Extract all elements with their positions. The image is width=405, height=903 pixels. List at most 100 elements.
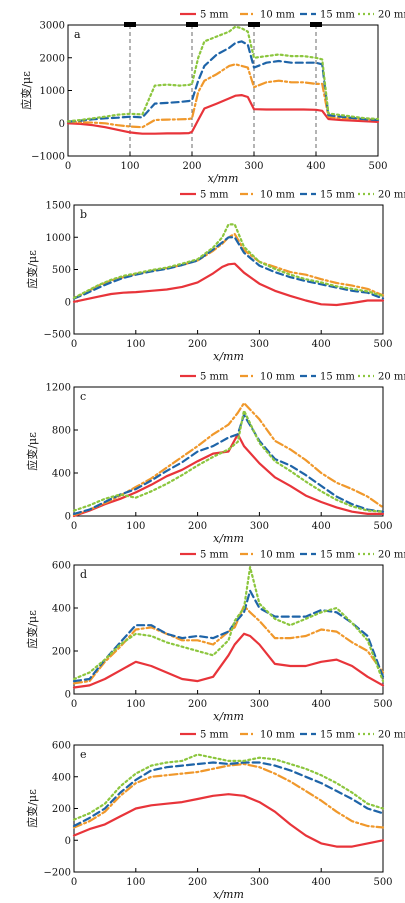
legend-label: 20 mm xyxy=(378,190,405,201)
x-tick-label: 200 xyxy=(182,161,201,172)
load-marker-300 xyxy=(248,22,260,27)
legend: 5 mm 10 mm 15 mm 20 mm xyxy=(180,730,405,741)
load-marker-200 xyxy=(186,22,198,27)
series-line-10mm xyxy=(66,63,380,129)
x-tick-label: 0 xyxy=(71,339,77,350)
y-tick-label: 600 xyxy=(52,561,71,572)
series-line-15mm xyxy=(66,40,380,123)
x-tick-label: 300 xyxy=(250,877,269,888)
panel-c: 0 100 200 300 400 500 0 400 800 1200 x/mm 应变/με c 5 m… xyxy=(25,372,405,546)
x-tick-label: 400 xyxy=(306,161,325,172)
legend-label: 10 mm xyxy=(260,190,295,201)
series-line-20mm xyxy=(66,25,380,123)
x-tick-label: 300 xyxy=(250,521,269,532)
legend-label: 5 mm xyxy=(200,372,229,383)
panel-label: d xyxy=(80,568,87,581)
x-tick-label: 300 xyxy=(250,339,269,350)
legend-label: 10 mm xyxy=(260,10,295,21)
y-tick-label: 200 xyxy=(52,804,71,815)
series-line-20mm xyxy=(72,565,385,683)
x-tick-label: 400 xyxy=(312,339,331,350)
y-tick-label: 500 xyxy=(52,265,71,276)
x-tick-label: 100 xyxy=(126,339,145,350)
legend-label: 20 mm xyxy=(378,550,405,561)
x-tick-label: 300 xyxy=(244,161,263,172)
series-line-10mm xyxy=(72,762,385,829)
x-axis-label: x/mm xyxy=(213,532,244,545)
x-tick-label: 500 xyxy=(373,521,392,532)
legend-label: 20 mm xyxy=(378,730,405,741)
legend-label: 20 mm xyxy=(378,372,405,383)
legend-label: 5 mm xyxy=(200,550,229,561)
plot-frame xyxy=(73,744,384,873)
y-axis-label: 应变/με xyxy=(25,250,39,289)
x-tick-label: 100 xyxy=(126,877,145,888)
series-line-20mm xyxy=(72,753,385,821)
series-line-5mm xyxy=(72,632,385,689)
y-axis-label: 应变/με xyxy=(19,71,33,110)
panel-a: 0 100 200 300 400 500−10000100020003000x/mm应变… xyxy=(19,10,405,186)
legend-label: 15 mm xyxy=(320,372,355,383)
y-tick-label: 1000 xyxy=(40,86,65,97)
x-tick-label: 100 xyxy=(120,161,139,172)
y-tick-label: −1000 xyxy=(31,152,65,163)
x-tick-label: 500 xyxy=(368,161,387,172)
x-axis-label: x/mm xyxy=(213,710,244,723)
x-tick-label: 100 xyxy=(126,699,145,710)
legend-label: 10 mm xyxy=(260,372,295,383)
x-tick-label: 100 xyxy=(126,521,145,532)
x-tick-label: 500 xyxy=(373,339,392,350)
y-tick-label: 1000 xyxy=(46,233,71,244)
x-tick-label: 200 xyxy=(188,521,207,532)
x-tick-label: 200 xyxy=(188,877,207,888)
x-axis-label: x/mm xyxy=(213,888,244,901)
series-line-20mm xyxy=(72,409,385,513)
x-tick-label: 400 xyxy=(312,521,331,532)
y-axis-label: 应变/με xyxy=(25,789,39,828)
series-line-15mm xyxy=(72,413,385,516)
x-tick-label: 200 xyxy=(188,699,207,710)
panel-label: c xyxy=(80,390,86,403)
x-tick-label: 400 xyxy=(312,877,331,888)
panel-label: a xyxy=(74,28,81,41)
x-tick-label: 300 xyxy=(250,699,269,710)
series-line-5mm xyxy=(72,262,385,307)
y-tick-label: 0 xyxy=(65,512,71,523)
legend-label: 10 mm xyxy=(260,550,295,561)
y-tick-label: 3000 xyxy=(40,21,65,32)
series-line-15mm xyxy=(72,236,385,300)
load-marker-400 xyxy=(310,22,322,27)
y-tick-label: 0 xyxy=(65,297,71,308)
x-tick-label: 500 xyxy=(373,699,392,710)
x-axis-label: x/mm xyxy=(213,350,244,363)
legend: 5 mm 10 mm 15 mm 20 mm xyxy=(180,10,405,21)
series-line-20mm xyxy=(72,223,385,299)
series-line-5mm xyxy=(66,93,380,135)
y-tick-label: 600 xyxy=(52,741,71,752)
series-line-10mm xyxy=(72,604,385,685)
legend: 5 mm 10 mm 15 mm 20 mm xyxy=(180,372,405,383)
y-axis-label: 应变/με xyxy=(25,610,39,649)
y-axis-label: 应变/με xyxy=(25,432,39,471)
legend: 5 mm 10 mm 15 mm 20 mm xyxy=(180,190,405,201)
legend-label: 5 mm xyxy=(200,10,229,21)
y-tick-label: 400 xyxy=(52,604,71,615)
legend-label: 10 mm xyxy=(260,730,295,741)
series-line-15mm xyxy=(72,761,385,828)
x-tick-label: 200 xyxy=(188,339,207,350)
legend: 5 mm 10 mm 15 mm 20 mm xyxy=(180,550,405,561)
y-tick-label: 0 xyxy=(59,119,65,130)
y-tick-label: 2000 xyxy=(40,53,65,64)
y-tick-label: 0 xyxy=(65,836,71,847)
x-tick-label: 400 xyxy=(312,699,331,710)
legend-label: 15 mm xyxy=(320,190,355,201)
y-tick-label: 800 xyxy=(52,426,71,437)
y-tick-label: 1200 xyxy=(46,383,71,394)
x-tick-label: 0 xyxy=(71,521,77,532)
y-tick-label: 400 xyxy=(52,772,71,783)
x-axis-label: x/mm xyxy=(208,172,239,185)
x-tick-label: 0 xyxy=(71,699,77,710)
y-tick-label: 0 xyxy=(65,690,71,701)
legend-label: 15 mm xyxy=(320,10,355,21)
